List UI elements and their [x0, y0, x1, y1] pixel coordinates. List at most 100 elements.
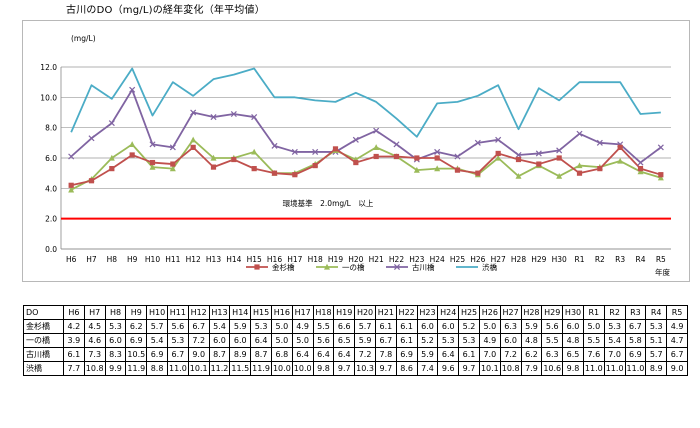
y-tick-label: 8.0 [45, 124, 57, 133]
data-point-series-2 [149, 163, 156, 170]
table-cell: 7.0 [478, 347, 501, 362]
series-line-3 [70, 88, 662, 164]
table-cell: 5.7 [354, 319, 376, 334]
data-point-series-3 [434, 148, 441, 155]
table-cell: 6.1 [395, 319, 418, 334]
x-tick-label: R4 [636, 255, 646, 264]
table-cell: 5.7 [645, 347, 668, 362]
table-cell: 8.8 [146, 361, 168, 376]
table-column-header: H14 [229, 305, 252, 320]
table-cell: 6.7 [624, 319, 647, 334]
table-cell: 5.3 [458, 333, 480, 348]
x-tick-label: H27 [491, 255, 506, 264]
table-cell: 6.1 [458, 347, 480, 362]
data-point-series-2 [108, 154, 115, 161]
data-point-series-3 [596, 139, 603, 146]
data-point-series-2 [413, 166, 420, 173]
data-point-series-1 [129, 152, 135, 158]
table-cell: 6.1 [395, 333, 418, 348]
data-point-series-3 [88, 135, 95, 142]
table-cell: 6.0 [208, 333, 231, 348]
table-cell: 11.2 [208, 361, 231, 376]
x-tick-label: H19 [328, 255, 343, 264]
x-tick-label: H13 [206, 255, 221, 264]
data-point-series-1 [292, 172, 298, 178]
table-cell: 5.2 [416, 333, 439, 348]
data-point-series-1 [576, 170, 583, 176]
table-cell: 5.4 [146, 333, 168, 348]
table-cell: 6.1 [63, 347, 85, 362]
table-row: 渋橋 7.7 10.8 9.9 11.9 8.8 11.0 10.1 11.2 11.5 11.9 1… [23, 361, 688, 376]
table-cell: 10.0 [270, 361, 293, 376]
data-point-series-2 [210, 154, 217, 161]
table-column-header: H20 [354, 305, 376, 320]
table-cell: 5.6 [166, 319, 189, 334]
table-column-header: R3 [624, 305, 647, 320]
table-cell: 6.0 [499, 333, 522, 348]
data-point-series-1 [658, 172, 664, 178]
table-header-label: DO [23, 305, 64, 320]
table-row: 古川橋 6.1 7.3 8.3 10.5 6.9 6.7 9.0 8.7 8.9 8.7 6.8 6.4… [23, 347, 688, 362]
data-point-series-2 [251, 148, 258, 155]
y-tick-label: 4.0 [45, 184, 57, 193]
line-chart: 0.0 2.0 4.0 6.0 8.0 10.0 12.0 (mg/L) H6 H7 H8 H9 H10… [40, 34, 671, 277]
table-cell: 10.1 [478, 361, 501, 376]
data-point-series-3 [149, 141, 156, 148]
x-tick-label: H6 [66, 255, 77, 264]
data-point-series-2 [515, 173, 522, 179]
data-point-series-1 [434, 155, 440, 161]
x-tick-label: H23 [409, 255, 424, 264]
data-point-series-1 [454, 167, 461, 173]
data-point-series-3 [271, 142, 278, 149]
table-cell: 4.9 [291, 319, 314, 334]
table-cell: 9.7 [374, 361, 397, 376]
table-cell: 5.4 [208, 319, 231, 334]
table-cell: 10.3 [354, 361, 376, 376]
data-point-series-1 [475, 170, 481, 176]
series-line-4 [70, 67, 661, 138]
data-point-series-2 [190, 136, 197, 143]
data-point-series-3 [474, 139, 481, 146]
table-cell: 10.8 [83, 361, 106, 376]
table-cell: 8.9 [645, 361, 668, 376]
x-tick-label: H20 [348, 255, 363, 264]
table-cell: 6.1 [374, 319, 397, 334]
data-point-series-2 [576, 162, 583, 169]
x-tick-label: H22 [389, 255, 404, 264]
data-point-series-1 [109, 166, 115, 172]
x-tick-label: H29 [531, 255, 546, 264]
data-point-series-3 [495, 136, 502, 143]
table-row-label: 一の橋 [23, 333, 64, 348]
legend-label-2: 一の橋 [342, 262, 365, 272]
table-cell: 5.5 [582, 333, 605, 348]
table-cell: 8.3 [104, 347, 127, 362]
table-cell: 6.2 [125, 319, 148, 334]
x-tick-label: H7 [86, 255, 97, 264]
legend-label-4: 渋橋 [482, 262, 497, 272]
table-cell: 4.6 [83, 333, 106, 348]
table-cell: 6.4 [250, 333, 272, 348]
table-cell: 6.3 [541, 347, 564, 362]
table-column-header: H19 [333, 305, 356, 320]
table-cell: 6.9 [146, 347, 168, 362]
data-point-series-2 [657, 174, 664, 181]
table-cell: 6.0 [416, 319, 439, 334]
data-point-series-1 [393, 153, 400, 160]
x-tick-label: H14 [226, 255, 241, 264]
x-tick-label: H21 [369, 255, 384, 264]
table-cell: 6.9 [624, 347, 647, 362]
data-point-series-3 [251, 114, 258, 121]
y-tick-label: 0.0 [45, 245, 57, 254]
x-tick-label: H12 [186, 255, 201, 264]
table-cell: 7.3 [83, 347, 106, 362]
y-tick-label: 2.0 [45, 215, 57, 224]
table-cell: 6.0 [104, 333, 127, 348]
data-point-series-2 [637, 168, 644, 175]
table-cell: 7.9 [520, 361, 543, 376]
y-tick-label: 6.0 [45, 154, 57, 163]
table-cell: 5.0 [291, 333, 314, 348]
table-column-header: H25 [458, 305, 480, 320]
table-cell: 4.8 [520, 333, 543, 348]
table-column-header: R5 [666, 305, 688, 320]
